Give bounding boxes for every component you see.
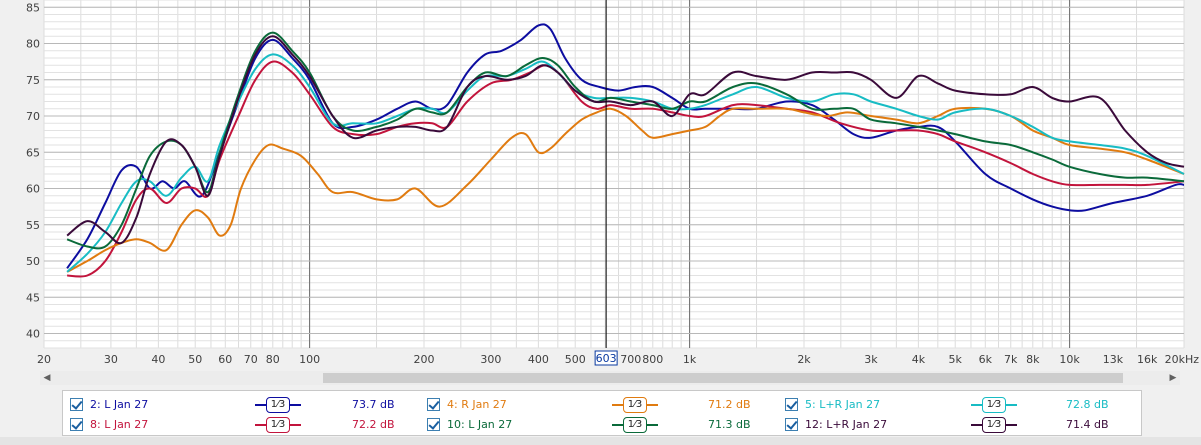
level-value: 71.4 dB (1066, 418, 1109, 431)
x-tick-label: 3k (864, 353, 878, 366)
smoothing-indicator[interactable]: 1⁄3 (612, 415, 658, 435)
y-tick-label: 80 (26, 38, 40, 51)
x-tick-label: 6k (979, 353, 993, 366)
x-tick-label: 60 (218, 353, 232, 366)
smoothing-label: 1⁄3 (266, 417, 290, 433)
scroll-left-arrow-icon[interactable]: ◀ (43, 373, 51, 383)
x-tick-label: 200 (414, 353, 435, 366)
x-tick-label: 16k (1137, 353, 1158, 366)
level-value: 71.2 dB (708, 398, 751, 411)
x-tick-label: 70 (244, 353, 258, 366)
scroll-right-arrow-icon[interactable]: ▶ (1169, 373, 1177, 383)
measurement-name: 2: L Jan 27 (90, 398, 149, 411)
smoothing-indicator[interactable]: 1⁄3 (255, 395, 301, 415)
visibility-checkbox[interactable] (785, 398, 798, 411)
legend-item[interactable]: 8: L Jan 27 (70, 415, 250, 435)
level-value: 73.7 dB (352, 398, 395, 411)
x-tick-label: 8k (1026, 353, 1040, 366)
y-tick-labels: 40 45 50 55 60 65 70 75 80 85 (26, 1, 40, 340)
x-tick-label: 7k (1004, 353, 1018, 366)
status-strip (0, 437, 1201, 445)
y-tick-label: 75 (26, 74, 40, 87)
cursor-readout: 603 (596, 352, 617, 365)
legend-row: 8: L Jan 27 1⁄3 72.2 dB 10: L Jan 27 1⁄3… (63, 415, 1141, 435)
x-tick-label: 300 (480, 353, 501, 366)
series-line (66, 31, 1185, 250)
measurement-legend: 2: L Jan 27 1⁄3 73.7 dB 4: R Jan 27 1⁄3 … (62, 390, 1142, 436)
x-tick-label: 20kHz (1165, 353, 1200, 366)
visibility-checkbox[interactable] (70, 398, 83, 411)
y-tick-label: 55 (26, 219, 40, 232)
measurement-name: 12: L+R Jan 27 (805, 418, 888, 431)
x-tick-label: 13k (1103, 353, 1124, 366)
x-tick-label: 50 (188, 353, 202, 366)
x-tick-label: 5k (949, 353, 963, 366)
x-tick-label: 4k (912, 353, 926, 366)
legend-item[interactable]: 10: L Jan 27 (427, 415, 607, 435)
smoothing-label: 1⁄3 (266, 397, 290, 413)
legend-item[interactable]: 5: L+R Jan 27 (785, 395, 965, 415)
visibility-checkbox[interactable] (70, 418, 83, 431)
visibility-checkbox[interactable] (785, 418, 798, 431)
x-tick-label: 80 (266, 353, 280, 366)
legend-item[interactable]: 2: L Jan 27 (70, 395, 250, 415)
measurement-name: 10: L Jan 27 (447, 418, 513, 431)
y-tick-label: 85 (26, 1, 40, 14)
visibility-checkbox[interactable] (427, 398, 440, 411)
legend-row: 2: L Jan 27 1⁄3 73.7 dB 4: R Jan 27 1⁄3 … (63, 395, 1141, 415)
level-value: 72.8 dB (1066, 398, 1109, 411)
smoothing-label: 1⁄3 (982, 397, 1006, 413)
smoothing-indicator[interactable]: 1⁄3 (971, 395, 1017, 415)
x-tick-label: 2k (797, 353, 811, 366)
series-line (66, 23, 1185, 269)
scrollbar-thumb[interactable] (323, 373, 1123, 383)
x-tick-label: 30 (104, 353, 118, 366)
cursor-readout-box (594, 350, 618, 366)
series-line (66, 106, 1185, 273)
y-tick-label: 40 (26, 328, 40, 341)
smoothing-label: 1⁄3 (623, 417, 647, 433)
series-layer (66, 23, 1185, 278)
level-value: 72.2 dB (352, 418, 395, 431)
x-tick-label: 40 (151, 353, 165, 366)
y-tick-label: 60 (26, 183, 40, 196)
x-tick-labels: 20 30 40 50 60 70 80 100 200 300 400 500 700 800 1k 2k 3… (37, 353, 1199, 366)
series-line (66, 35, 1185, 245)
horizontal-scrollbar[interactable]: ◀ ▶ (40, 371, 1180, 385)
smoothing-label: 1⁄3 (623, 397, 647, 413)
x-tick-label: 400 (528, 353, 549, 366)
x-tick-label: 20 (37, 353, 51, 366)
y-tick-label: 65 (26, 146, 40, 159)
smoothing-indicator[interactable]: 1⁄3 (612, 395, 658, 415)
measurement-name: 5: L+R Jan 27 (805, 398, 881, 411)
frequency-cursor[interactable]: 603 (594, 0, 618, 366)
x-tick-label: 500 (565, 353, 586, 366)
x-tick-label: 100 (299, 353, 320, 366)
level-value: 71.3 dB (708, 418, 751, 431)
x-tick-label: 1k (683, 353, 697, 366)
y-tick-label: 45 (26, 291, 40, 304)
y-tick-label: 70 (26, 110, 40, 123)
x-tick-label: 800 (642, 353, 663, 366)
measurement-name: 4: R Jan 27 (447, 398, 507, 411)
smoothing-label: 1⁄3 (982, 417, 1006, 433)
visibility-checkbox[interactable] (427, 418, 440, 431)
x-tick-label: 700 (620, 353, 641, 366)
x-tick-label: 10k (1059, 353, 1080, 366)
smoothing-indicator[interactable]: 1⁄3 (971, 415, 1017, 435)
major-grid (44, 0, 1184, 348)
y-tick-label: 50 (26, 255, 40, 268)
measurement-name: 8: L Jan 27 (90, 418, 149, 431)
legend-item[interactable]: 4: R Jan 27 (427, 395, 607, 415)
legend-item[interactable]: 12: L+R Jan 27 (785, 415, 965, 435)
smoothing-indicator[interactable]: 1⁄3 (255, 415, 301, 435)
